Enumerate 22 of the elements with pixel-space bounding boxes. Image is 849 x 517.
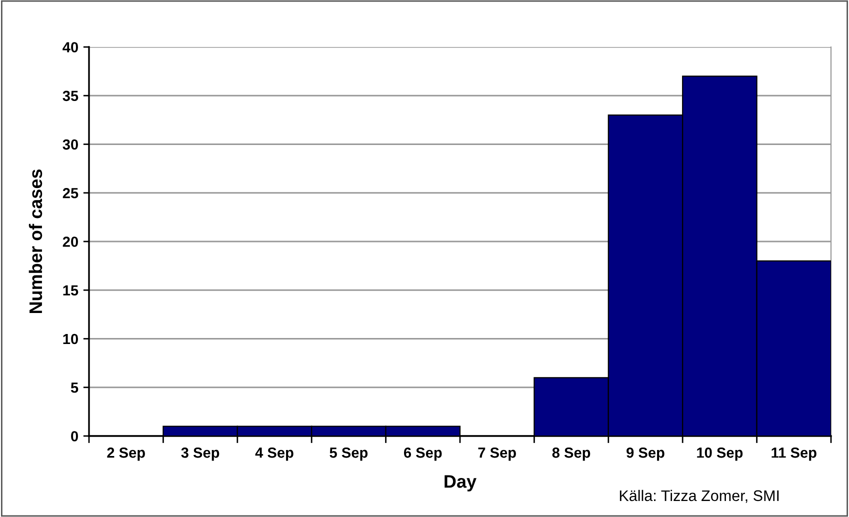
- x-tick-label: 10 Sep: [697, 447, 743, 461]
- x-tick-label: 3 Sep: [181, 447, 220, 461]
- y-tick-label: 15: [63, 285, 78, 296]
- x-tick-label: 7 Sep: [478, 447, 516, 461]
- x-tick-label: 2 Sep: [107, 447, 145, 461]
- y-tick-label: 25: [62, 188, 78, 198]
- x-tick-label: 6 Sep: [404, 447, 442, 461]
- x-axis-title: Day: [444, 475, 476, 492]
- x-tick-label: 4 Sep: [255, 447, 294, 461]
- x-tick-label: 9 Sep: [626, 447, 664, 461]
- text: Källa: Tizza Zomer, SMI: [620, 490, 779, 503]
- y-tick-label: 0: [71, 431, 78, 442]
- x-tick-label: 11 Sep: [772, 447, 816, 461]
- x-tick-label: 5 Sep: [330, 447, 368, 461]
- y-tick-label: 35: [62, 90, 78, 102]
- y-tick-label: 5: [70, 382, 78, 393]
- y-tick-label: 20: [62, 236, 78, 247]
- y-tick-label: 30: [62, 139, 78, 150]
- y-tick-label: 40: [62, 42, 78, 52]
- y-tick-label: 10: [63, 334, 78, 344]
- x-tick-label: 8 Sep: [552, 447, 590, 461]
- y-axis-title: Number of cases: [28, 169, 42, 314]
